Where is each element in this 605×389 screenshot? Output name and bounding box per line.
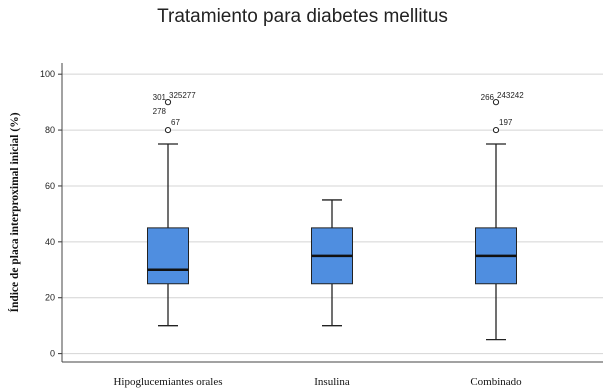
x-category-label: Hipoglucemiantes orales [113,376,222,388]
y-tick-label: 100 [40,69,55,79]
y-tick-label: 0 [50,349,55,359]
outlier-label: 67 [171,118,180,127]
outlier-label: 197 [499,118,513,127]
box-2 [476,100,517,340]
box-iqr [148,228,189,284]
outlier-point [165,127,170,132]
outlier-point [493,100,498,105]
outlier-point [165,100,170,105]
y-tick-label: 60 [45,181,55,191]
y-tick-label: 20 [45,293,55,303]
outlier-label: 325277 [169,91,196,100]
box-1 [312,200,353,326]
y-tick-label: 40 [45,237,55,247]
outlier-label: 243242 [497,91,524,100]
outlier-label: 278 [153,107,167,116]
y-tick-label: 80 [45,125,55,135]
outlier-label: 301 [153,93,167,102]
outlier-point [493,127,498,132]
x-category-label: Combinado [470,376,522,388]
x-category-label: Insulina [314,376,350,388]
y-axis-label: Índice de placa interproximal inicial (%… [7,112,21,312]
outlier-label: 266 [481,93,495,102]
box-0 [148,100,189,326]
